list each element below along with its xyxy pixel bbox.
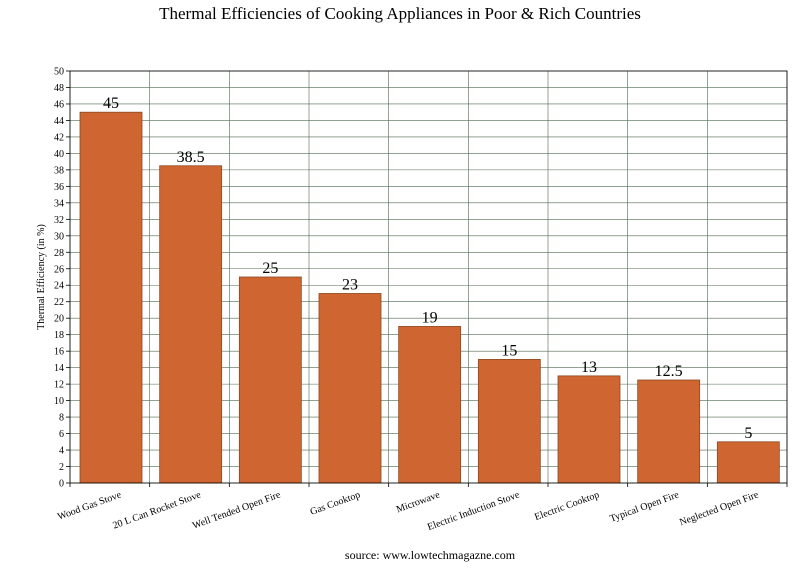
- bar: [159, 165, 223, 484]
- bar: [716, 441, 780, 484]
- data-label: 12.5: [655, 363, 683, 380]
- y-tick-label: 28: [54, 248, 64, 259]
- bar: [79, 111, 143, 484]
- chart-title: Thermal Efficiencies of Cooking Applianc…: [159, 4, 641, 23]
- bar: [398, 326, 462, 484]
- x-tick-label: Well Tended Open Fire: [191, 489, 283, 531]
- y-tick-label: 46: [54, 99, 64, 110]
- y-tick-label: 26: [54, 264, 64, 275]
- data-label: 19: [422, 309, 438, 326]
- bar: [557, 375, 621, 484]
- data-label: 5: [744, 425, 752, 442]
- y-tick-label: 6: [59, 429, 64, 440]
- y-tick-label: 34: [54, 198, 64, 209]
- y-tick-label: 50: [54, 67, 64, 78]
- bar: [637, 379, 701, 484]
- bar: [318, 293, 382, 484]
- y-tick-label: 38: [54, 165, 64, 176]
- x-tick-label: Neglected Open Fire: [678, 489, 761, 528]
- data-label: 23: [342, 276, 358, 293]
- data-label: 13: [581, 359, 597, 376]
- y-tick-label: 12: [54, 380, 64, 391]
- y-axis-title: Thermal Efficiency (in %): [36, 224, 47, 330]
- y-tick-label: 10: [54, 396, 64, 407]
- x-tick-label: Typical Open Fire: [608, 489, 681, 524]
- data-label: 15: [501, 342, 517, 359]
- bar: [477, 358, 541, 484]
- data-label: 38.5: [177, 149, 205, 166]
- x-tick-label: Electric Cooktop: [533, 489, 601, 523]
- y-tick-label: 44: [54, 116, 64, 127]
- y-tick-label: 14: [54, 363, 64, 374]
- y-tick-label: 40: [54, 149, 64, 160]
- y-tick-label: 42: [54, 132, 64, 143]
- plot-frame: [69, 70, 788, 484]
- y-tick-label: 2: [59, 462, 64, 473]
- y-tick-label: 18: [54, 330, 64, 341]
- y-tick-label: 32: [54, 215, 64, 226]
- x-tick-label: 20 L Can Rocket Stove: [111, 489, 203, 531]
- y-tick-label: 22: [54, 297, 64, 308]
- x-tick-label: Wood Gas Stove: [56, 489, 123, 522]
- y-tick-label: 0: [59, 479, 64, 490]
- y-tick-label: 36: [54, 182, 64, 193]
- y-tick-label: 48: [54, 83, 64, 94]
- x-tick-label: Electric Induction Stove: [426, 489, 522, 533]
- y-tick-label: 30: [54, 231, 64, 242]
- data-label: 25: [262, 260, 278, 277]
- y-tick-label: 8: [59, 413, 64, 424]
- y-tick-label: 4: [59, 446, 64, 457]
- bars-layer: [79, 111, 780, 484]
- y-tick-label: 24: [54, 281, 64, 292]
- axis-layer: 0246810121416182022242628303234363840424…: [54, 67, 788, 490]
- data-label: 45: [103, 95, 119, 112]
- y-tick-label: 16: [54, 347, 64, 358]
- x-tick-label: Gas Cooktop: [309, 489, 362, 517]
- y-tick-label: 20: [54, 314, 64, 325]
- bar: [238, 276, 302, 484]
- chart-source: source: www.lowtechmagazne.com: [344, 548, 516, 562]
- x-tick-label: Microwave: [395, 489, 442, 515]
